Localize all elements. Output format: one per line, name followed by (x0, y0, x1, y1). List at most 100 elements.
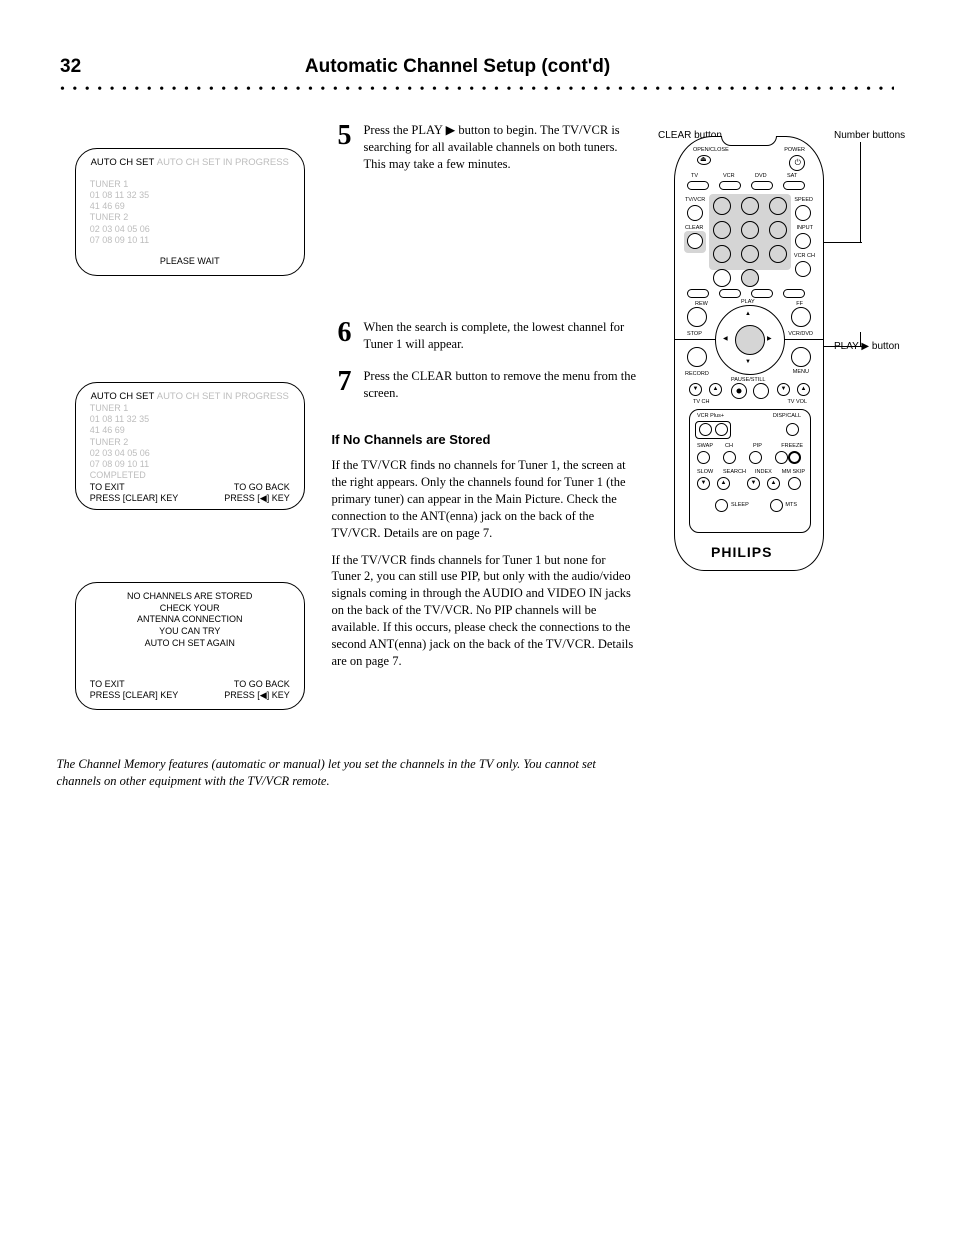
num-4-button[interactable] (713, 221, 731, 239)
tvvol-up-button[interactable]: ▲ (797, 383, 810, 396)
speed-button[interactable] (795, 205, 811, 221)
left-column: AUTO CH SET AUTO CH SET IN PROGRESS TUNE… (60, 114, 331, 789)
index-down-button[interactable]: ▼ (747, 477, 760, 490)
pip-button[interactable] (749, 451, 762, 464)
lbl-mts: MTS (785, 502, 797, 508)
tvch-down-button[interactable]: ▼ (689, 383, 702, 396)
tv-mode-button[interactable] (687, 181, 709, 190)
ff-button[interactable] (791, 307, 811, 327)
arrow-left-icon: ◀ (723, 335, 728, 342)
screen3-back: TO GO BACK PRESS [◀] KEY (224, 679, 289, 702)
num-7-button[interactable] (713, 245, 731, 263)
lbl-record: RECORD (685, 371, 709, 377)
screen2-title: AUTO CH SET (91, 391, 155, 402)
dvd-mode-button[interactable] (751, 181, 773, 190)
callout-line (822, 242, 862, 243)
num-2-button[interactable] (741, 197, 759, 215)
screen2-body: TUNER 1 01 08 11 32 35 41 46 69 TUNER 2 … (90, 403, 290, 482)
pill-b[interactable] (719, 289, 741, 298)
vcrplus-b-button[interactable] (715, 423, 728, 436)
tvvol-down-button[interactable]: ▼ (777, 383, 790, 396)
num-8-button[interactable] (741, 245, 759, 263)
mts-button[interactable] (770, 499, 783, 512)
vcrch-button[interactable] (795, 261, 811, 277)
vcr-mode-button[interactable] (719, 181, 741, 190)
num-6-button[interactable] (769, 221, 787, 239)
callout-line (860, 332, 861, 346)
no-channels-p2: If the TV/VCR finds channels for Tuner 1… (331, 552, 637, 670)
num-5-button[interactable] (741, 221, 759, 239)
sc3-l2: CHECK YOUR (90, 603, 290, 615)
lbl-power: POWER (784, 147, 805, 153)
lbl-tvvcr: TV/VCR (685, 197, 705, 203)
lbl-pip: PIP (753, 443, 762, 449)
pill-a[interactable] (687, 289, 709, 298)
sc3-l5: AUTO CH SET AGAIN (90, 638, 290, 650)
lbl-pip-ch: CH (725, 443, 733, 449)
right-column: CLEAR button Number buttons PLAY ▶ butto… (647, 114, 894, 789)
play-triangle-icon: ▶ (446, 122, 456, 139)
rew-button[interactable] (687, 307, 707, 327)
play-button[interactable] (735, 325, 765, 355)
arrow-down-icon: ▼ (745, 359, 751, 365)
pip-ch-button[interactable] (723, 451, 736, 464)
sleep-button[interactable] (715, 499, 728, 512)
remote-top-dip (721, 136, 777, 146)
lbl-clear: CLEAR (685, 225, 703, 231)
num-3-button[interactable] (769, 197, 787, 215)
pip-swap-button[interactable] (697, 451, 710, 464)
page-title: Automatic Channel Setup (cont'd) (41, 56, 874, 78)
step-6-num: 6 (331, 319, 357, 353)
mmskip-button[interactable] (788, 477, 801, 490)
num-100-button[interactable] (713, 269, 731, 287)
screen2-back: TO GO BACK PRESS [◀] KEY (224, 482, 289, 505)
record-button[interactable] (731, 383, 747, 399)
freeze-button[interactable] (788, 451, 801, 464)
lbl-slow: SLOW (697, 469, 713, 475)
lbl-dvd: DVD (755, 173, 767, 179)
pill-c[interactable] (751, 289, 773, 298)
step-6: 6 When the search is complete, the lowes… (331, 319, 637, 353)
sc3-l4: YOU CAN TRY (90, 626, 290, 638)
input-button[interactable] (795, 233, 811, 249)
screen1-body: TUNER 1 01 08 11 32 35 41 46 69 TUNER 2 … (90, 179, 290, 247)
slow-down-button[interactable]: ▼ (697, 477, 710, 490)
callout-line (860, 142, 861, 242)
sc3-l1: NO CHANNELS ARE STORED (90, 591, 290, 603)
pill-d[interactable] (783, 289, 805, 298)
num-0-button[interactable] (741, 269, 759, 287)
lbl-input: INPUT (797, 225, 814, 231)
lbl-open-close: OPEN/CLOSE (693, 147, 729, 153)
lbl-tv: TV (691, 173, 698, 179)
stop-button[interactable] (687, 347, 707, 367)
lbl-dispcall: DISP/CALL (773, 413, 801, 419)
screen-auto-ch-complete: AUTO CH SET AUTO CH SET IN PROGRESS TUNE… (75, 382, 305, 510)
vcrplus-a-button[interactable] (699, 423, 712, 436)
clear-button[interactable] (687, 233, 703, 249)
lbl-freeze: FREEZE (781, 443, 803, 449)
lbl-sleep: SLEEP (731, 502, 749, 508)
tvch-up-button[interactable]: ▲ (709, 383, 722, 396)
lbl-search: SEARCH (723, 469, 746, 475)
pip-e-button[interactable] (775, 451, 788, 464)
brand-logo: PHILIPS (711, 544, 772, 560)
tvvcr-button[interactable] (687, 205, 703, 221)
screen-auto-ch-progress: AUTO CH SET AUTO CH SET IN PROGRESS TUNE… (75, 148, 305, 276)
slow-up-button[interactable]: ▲ (717, 477, 730, 490)
page-header: 32 Automatic Channel Setup (cont'd) (60, 56, 894, 78)
dispcall-button[interactable] (786, 423, 799, 436)
num-1-button[interactable] (713, 197, 731, 215)
num-9-button[interactable] (769, 245, 787, 263)
lbl-vcrplus: VCR Plus+ (697, 413, 724, 419)
screen1-title-weak: AUTO CH SET IN PROGRESS (157, 157, 289, 169)
lbl-menu: MENU (793, 369, 809, 375)
screen2-title-weak: AUTO CH SET IN PROGRESS (157, 391, 289, 403)
step-7: 7 Press the CLEAR button to remove the m… (331, 368, 637, 402)
index-up-button[interactable]: ▲ (767, 477, 780, 490)
sat-mode-button[interactable] (783, 181, 805, 190)
sc3-l3: ANTENNA CONNECTION (90, 614, 290, 626)
pause-button[interactable] (753, 383, 769, 399)
step-5: 5 Press the PLAY ▶ button to begin. The … (331, 122, 637, 173)
power-icon: ⏻ (795, 158, 801, 168)
menu-button[interactable] (791, 347, 811, 367)
